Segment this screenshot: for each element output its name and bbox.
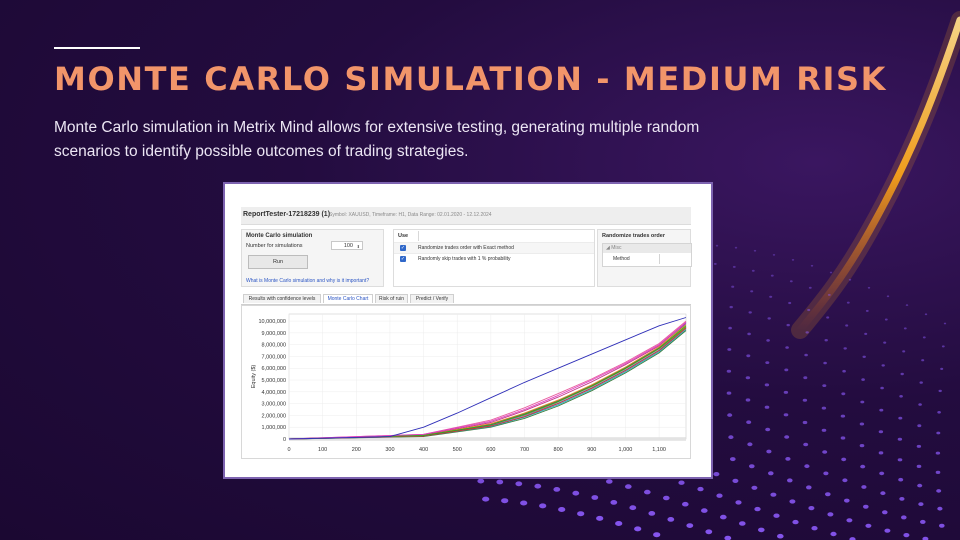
option-row: ✓ Randomly skip trades with 1 % probabil… [394,253,594,264]
x-tick-label: 900 [587,447,596,453]
stepper-arrows-icon[interactable]: ⬍ [356,244,360,249]
monte-carlo-panel-title: Monte Carlo simulation [246,233,313,239]
tab-predict-verify[interactable]: Predict / Verify [410,294,454,303]
report-meta: Symbol: XAUUSD, Timeframe: H1, Data Rang… [329,212,492,218]
y-tick-label: 2,000,000 [262,413,286,419]
y-tick-label: 3,000,000 [262,402,286,408]
x-tick-label: 400 [419,447,428,453]
y-tick-label: 0 [283,437,286,443]
report-header: ReportTester-17218239 (1) Symbol: XAUUSD… [241,207,691,225]
tab-risk-of-ruin[interactable]: Risk of ruin [375,294,408,303]
y-tick-label: 10,000,000 [258,319,286,325]
x-tick-label: 300 [385,447,394,453]
simulations-stepper[interactable]: 100 ⬍ [331,241,363,250]
method-property-row[interactable]: Method [603,254,691,264]
use-options-panel: Use ✓ Randomize trades order with Exact … [393,229,595,287]
y-tick-label: 1,000,000 [262,425,286,431]
x-tick-label: 100 [318,447,327,453]
series-line [288,325,687,440]
randomize-properties-panel: Randomize trades order ◢ Misc Method [597,229,692,287]
monte-carlo-chart: 0 1,000,000 2,000,000 3,000,000 4,000,000 5,0… [241,305,691,459]
plot-area [288,313,687,440]
report-tester-screenshot: ReportTester-17218239 (1) Symbol: XAUUSD… [241,207,692,459]
y-tick-label: 4,000,000 [262,390,286,396]
run-button[interactable]: Run [248,255,308,269]
help-link[interactable]: What is Monte Carlo simulation and why i… [246,278,370,284]
y-tick-label: 5,000,000 [262,378,286,384]
glow-arc [796,16,960,334]
randomize-panel-title: Randomize trades order [602,233,665,239]
y-axis-label: Equity ($) [251,365,257,389]
screenshot-frame: ReportTester-17218239 (1) Symbol: XAUUSD… [223,182,713,479]
x-tick-label: 700 [520,447,529,453]
y-tick-label: 7,000,000 [262,354,286,360]
option-label: Randomly skip trades with 1 % probabilit… [418,256,511,262]
checkbox-randomize-order[interactable]: ✓ [400,245,406,251]
x-tick-label: 1,100 [652,447,666,453]
title-accent-line [54,47,140,49]
series-line [288,327,687,440]
series-line [288,330,687,440]
simulations-value: 100 [343,243,353,249]
monte-carlo-settings-panel: Monte Carlo simulation Number for simula… [241,229,384,287]
x-tick-label: 800 [554,447,563,453]
misc-group-row[interactable]: ◢ Misc [603,244,691,253]
report-title: ReportTester-17218239 (1) [243,211,331,218]
tab-monte-carlo-chart[interactable]: Monte Carlo Chart [323,294,373,303]
x-tick-label: 500 [453,447,462,453]
tab-results-confidence[interactable]: Results with confidence levels [243,294,321,303]
x-tick-label: 0 [287,447,290,453]
checkbox-skip-trades[interactable]: ✓ [400,256,406,262]
y-tick-label: 8,000,000 [262,343,286,349]
report-tabs: Results with confidence levels Monte Car… [241,293,691,305]
use-column-header: Use [398,233,409,239]
y-tick-label: 9,000,000 [262,331,286,337]
dot-field [477,244,947,540]
y-tick-label: 6,000,000 [262,366,286,372]
option-label: Randomize trades order with Exact method [418,245,514,251]
x-tick-label: 600 [486,447,495,453]
property-grid: ◢ Misc Method [602,243,692,267]
series-line [288,321,687,440]
method-label: Method [613,256,630,262]
x-axis-band [289,437,686,441]
series-line [288,317,687,440]
chart-svg: 0 1,000,000 2,000,000 3,000,000 4,000,000 5,0… [251,313,687,453]
glow-arc-halo [791,11,960,339]
slide-title: MONTE CARLO SIMULATION - MEDIUM RISK [54,60,888,98]
series-line [288,321,687,440]
option-row: ✓ Randomize trades order with Exact meth… [394,242,594,253]
x-tick-label: 1,000 [619,447,633,453]
simulations-label: Number for simulations [246,243,303,249]
x-tick-label: 200 [352,447,361,453]
slide-description: Monte Carlo simulation in Metrix Mind al… [54,119,700,160]
